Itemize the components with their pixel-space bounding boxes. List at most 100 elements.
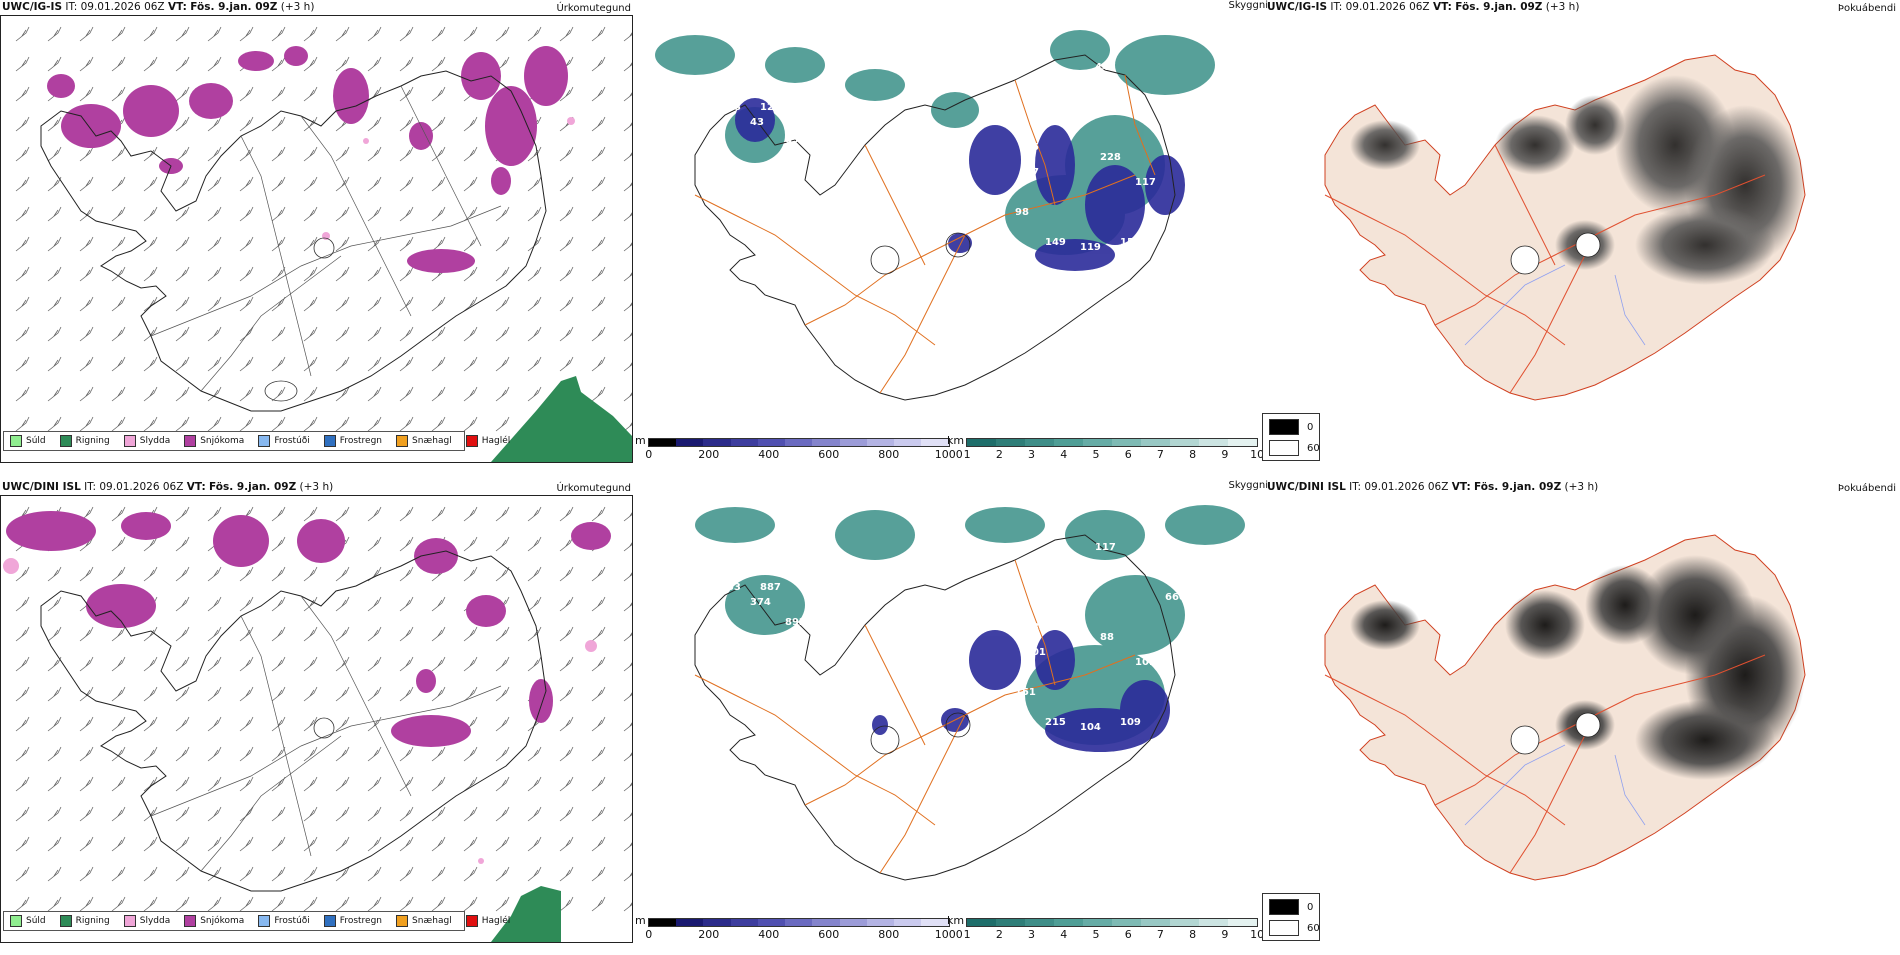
iceland-outline-cloud xyxy=(694,54,1176,401)
colorbar-tick: 1000 xyxy=(934,928,963,941)
wind-barb xyxy=(463,326,478,342)
wind-barb xyxy=(47,236,62,252)
wind-barb xyxy=(15,86,30,102)
cloud-height-label: 101 xyxy=(1135,657,1156,668)
precip-type-panel: UWC/DINI ISL IT: 09.01.2026 06Z VT: Fös.… xyxy=(0,480,635,950)
wind-barb xyxy=(367,506,382,522)
wind-barb xyxy=(143,26,158,42)
wind-barb xyxy=(47,176,62,192)
iceland-outline-cloud xyxy=(694,534,1176,881)
wind-barb xyxy=(623,182,632,192)
snow-area xyxy=(213,515,269,567)
precip-title: Úrkomutegund xyxy=(556,483,631,494)
wind-barb xyxy=(495,896,510,912)
rivers-fog xyxy=(1464,744,1646,826)
wind-barb xyxy=(431,206,446,222)
vis-area xyxy=(765,47,825,83)
wind-barb xyxy=(271,806,286,822)
cloud-height-label: 43 xyxy=(750,117,764,128)
wind-barb xyxy=(527,566,542,582)
wind-barb xyxy=(303,236,318,252)
wind-barb xyxy=(111,146,126,162)
wind-barb xyxy=(15,176,30,192)
snow-area xyxy=(86,584,156,628)
fog-legend: 0 60 xyxy=(1262,413,1320,461)
wind-barb xyxy=(591,146,606,162)
glacier xyxy=(945,232,971,258)
legend-label: Slydda xyxy=(139,436,171,446)
snow-area xyxy=(491,167,511,195)
legend-label: Súld xyxy=(26,916,46,926)
wind-barb xyxy=(47,206,62,222)
wind-barb xyxy=(239,746,254,762)
wind-barb xyxy=(367,206,382,222)
wind-barb xyxy=(623,62,632,72)
wind-barb xyxy=(559,716,574,732)
wind-barb xyxy=(271,686,286,702)
wind-barb xyxy=(143,536,158,552)
colorbar-tick: 8 xyxy=(1189,448,1197,461)
wind-barb xyxy=(399,146,414,162)
wind-barb xyxy=(367,776,382,792)
wind-barb xyxy=(559,146,574,162)
wind-barb xyxy=(431,416,446,432)
wind-barb xyxy=(591,806,606,822)
cloud-area xyxy=(1120,680,1170,740)
wind-barb xyxy=(239,626,254,642)
sleet-spot xyxy=(567,117,575,125)
wind-barb xyxy=(367,356,382,372)
vt-value: Fös. 9.jan. 09Z xyxy=(209,481,297,493)
it-label: IT: xyxy=(1349,481,1362,493)
wind-barb xyxy=(47,896,62,912)
wind-barb xyxy=(79,356,94,372)
wind-barb xyxy=(15,26,30,42)
wind-barb xyxy=(623,92,632,102)
wind-barb xyxy=(399,896,414,912)
colorbar-segment xyxy=(1025,919,1055,926)
cloud-height-label: 632 xyxy=(1025,622,1046,633)
wind-barb xyxy=(143,296,158,312)
colorbar-segment xyxy=(866,439,895,446)
cloud-area xyxy=(1035,630,1075,690)
colorbar-unit: km xyxy=(947,914,965,927)
cloud-height-label: 215 xyxy=(1045,717,1066,728)
vt-value: Fös. 9.jan. 09Z xyxy=(1474,481,1562,493)
wind-barb xyxy=(79,566,94,582)
wind-barb xyxy=(271,326,286,342)
glacier xyxy=(945,712,971,738)
wind-barb xyxy=(79,626,94,642)
wind-barb xyxy=(111,356,126,372)
wind-barb xyxy=(111,836,126,852)
forecast-row-dini: UWC/DINI ISL IT: 09.01.2026 06Z VT: Fös.… xyxy=(0,480,1900,955)
cloud-height-label: 101 xyxy=(1025,647,1046,658)
wind-barb xyxy=(623,542,632,552)
wind-barb xyxy=(79,686,94,702)
wind-barb xyxy=(335,566,350,582)
wind-barb xyxy=(15,326,30,342)
visibility-colorbar: km 1 2 3 4 5 6 7 8 9 10 xyxy=(947,913,1264,941)
snow-areas xyxy=(47,46,568,273)
wind-barb xyxy=(495,776,510,792)
snow-area xyxy=(47,74,75,98)
it-value: 09.01.2026 06Z xyxy=(99,481,184,493)
wind-barb xyxy=(495,806,510,822)
colorbar-segment xyxy=(675,919,704,926)
wind-barb xyxy=(111,776,126,792)
legend-label: Snjókoma xyxy=(200,436,245,446)
wind-barb xyxy=(623,572,632,582)
wind-barb xyxy=(175,326,190,342)
sleet-spot xyxy=(585,640,597,652)
wind-barb xyxy=(111,176,126,192)
wind-barb xyxy=(559,896,574,912)
wind-barb xyxy=(399,296,414,312)
cloud-height-label: 447 xyxy=(1095,62,1116,73)
wind-barb xyxy=(143,566,158,582)
colorbar-unit: km xyxy=(947,434,965,447)
wind-barb xyxy=(335,896,350,912)
wind-barb xyxy=(431,896,446,912)
colorbar-segment xyxy=(703,919,731,926)
wind-barb xyxy=(463,26,478,42)
wind-barb xyxy=(367,386,382,402)
wind-barb xyxy=(367,746,382,762)
wind-barb xyxy=(463,536,478,552)
